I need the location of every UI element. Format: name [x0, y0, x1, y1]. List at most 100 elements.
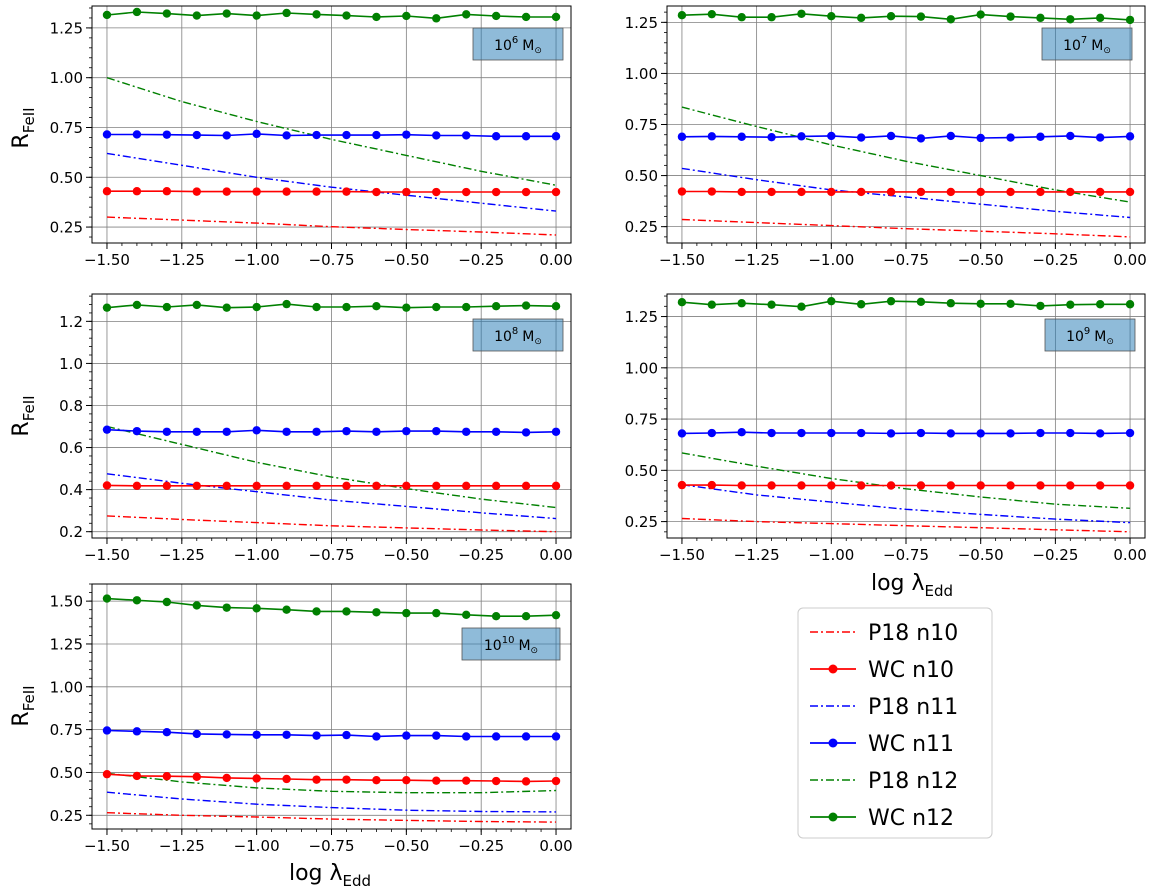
y-axis-label-sub: FeII	[20, 395, 38, 421]
series-wc-n11-point	[372, 130, 381, 140]
y-axis-label: RFeII	[9, 395, 38, 436]
series-wc-n11-point	[132, 130, 142, 139]
series-wc-n10-point	[102, 187, 112, 196]
y-tick-label: 0.50	[50, 764, 83, 782]
series-wc-n12-point	[462, 610, 471, 620]
series-p18-n12	[681, 106, 1131, 203]
y-tick-label: 0.75	[625, 411, 658, 429]
series-wc-n11-point	[252, 426, 261, 435]
series-wc-n12-point	[132, 7, 142, 17]
series-wc-n11-line	[106, 428, 557, 434]
series-wc-n10-point	[132, 187, 142, 196]
series-wc-n11-point	[402, 426, 411, 436]
x-tick-label: −1.25	[734, 251, 780, 269]
series-wc-n11-point	[312, 427, 321, 436]
series-wc-n11-point	[856, 133, 866, 142]
mass-annotation-box	[1041, 27, 1133, 61]
x-tick-label: −1.50	[659, 546, 705, 564]
mass-annotation-label: 106 M⊙	[494, 35, 542, 56]
y-tick-label: 0.2	[59, 523, 83, 541]
series-wc-n10	[677, 480, 1135, 490]
series-wc-n11-line	[106, 729, 556, 738]
series-wc-n10-point	[372, 187, 381, 197]
series-wc-n11-point	[432, 426, 441, 436]
series-wc-n10-point	[102, 769, 112, 779]
x-axis-label: log λEdd	[289, 861, 371, 890]
y-tick-label: 1.25	[50, 635, 83, 653]
y-axis-label: RFeII	[9, 107, 38, 148]
series-wc-n10-point	[976, 481, 985, 490]
series-wc-n11-point	[402, 130, 411, 139]
series-wc-n12-point	[767, 300, 776, 309]
series-wc-n10-point	[222, 187, 231, 196]
mass-annotation-sun: ⊙	[531, 646, 539, 656]
series-wc-n11-point	[551, 132, 561, 141]
series-wc-n10-line	[107, 190, 556, 193]
y-tick-label: 1.25	[625, 14, 658, 32]
series-wc-n11-point	[1006, 133, 1015, 142]
series-wc-n12-line	[106, 11, 556, 20]
series-p18-n11	[106, 473, 557, 520]
series-wc-n11-point	[521, 132, 531, 141]
series-wc-n11-point	[282, 131, 291, 140]
series-wc-n12-point	[521, 612, 531, 621]
series-wc-n10-point	[976, 187, 985, 197]
x-tick-label: −1.00	[234, 251, 280, 269]
series-wc-n10-point	[342, 481, 351, 491]
series-wc-n10	[102, 187, 561, 197]
series-wc-n10-point	[551, 776, 561, 786]
series-wc-n12-point	[102, 594, 112, 603]
mass-annotation-base: 10	[1066, 329, 1084, 345]
series-wc-n10-point	[402, 187, 411, 197]
series-wc-n11-point	[1125, 428, 1135, 438]
x-tick-label: 0.00	[1113, 251, 1146, 269]
x-tick-label: −0.25	[458, 251, 504, 269]
x-tick-label: −0.25	[458, 546, 504, 564]
series-wc-n10-point	[222, 481, 231, 491]
series-wc-n12-point	[737, 299, 746, 308]
series-wc-n10-point	[132, 481, 142, 491]
series-wc-n11-point	[827, 428, 836, 438]
series-wc-n10-point	[521, 187, 531, 197]
series-wc-n11-point	[886, 429, 896, 438]
series-wc-n11-point	[432, 131, 441, 140]
x-tick-label: −0.25	[458, 837, 504, 855]
series-wc-n12-point	[132, 300, 142, 310]
series-wc-n12-point	[462, 302, 471, 312]
series-wc-n11-point	[767, 132, 776, 142]
series-wc-n12-point	[976, 10, 985, 19]
series-wc-n12-point	[1095, 13, 1105, 23]
x-tick-label: −1.25	[159, 251, 205, 269]
mass-annotation-exp: 6	[512, 35, 518, 46]
series-wc-n12-point	[192, 601, 201, 610]
series-wc-n11-point	[192, 427, 201, 436]
legend-entry: P18 n11	[810, 695, 958, 720]
series-wc-n12-point	[162, 597, 172, 607]
series-wc-n10-point	[282, 481, 291, 491]
series-wc-n10	[677, 187, 1135, 197]
series-wc-n12-point	[976, 299, 985, 309]
y-tick-label: 0.75	[50, 119, 83, 137]
x-tick-label: −1.25	[159, 546, 205, 564]
mass-annotation-unit: M	[1094, 329, 1106, 345]
y-axis-label-sub: FeII	[20, 107, 38, 133]
series-wc-n11-point	[342, 130, 351, 140]
x-tick-label: 0.00	[539, 837, 572, 855]
plot-frame	[91, 293, 572, 539]
series-wc-n12-point	[252, 302, 261, 312]
series-wc-n10-point	[312, 187, 321, 196]
series-wc-n12-point	[432, 302, 441, 312]
plot-frame	[91, 583, 572, 830]
series-wc-n12	[102, 7, 561, 23]
x-tick-label: −0.75	[883, 546, 929, 564]
series-wc-n11-point	[222, 131, 231, 140]
series-wc-n10-point	[102, 481, 112, 490]
series-wc-n11-point	[521, 732, 531, 741]
series-wc-n11-point	[916, 134, 926, 143]
series-wc-n12-point	[432, 14, 441, 23]
x-tick-label: −1.00	[808, 251, 854, 269]
series-wc-n12-point	[1125, 300, 1135, 309]
series-wc-n11-point	[192, 130, 201, 140]
y-tick-label: 0.75	[625, 116, 658, 134]
y-tick-label: 0.50	[50, 169, 83, 187]
